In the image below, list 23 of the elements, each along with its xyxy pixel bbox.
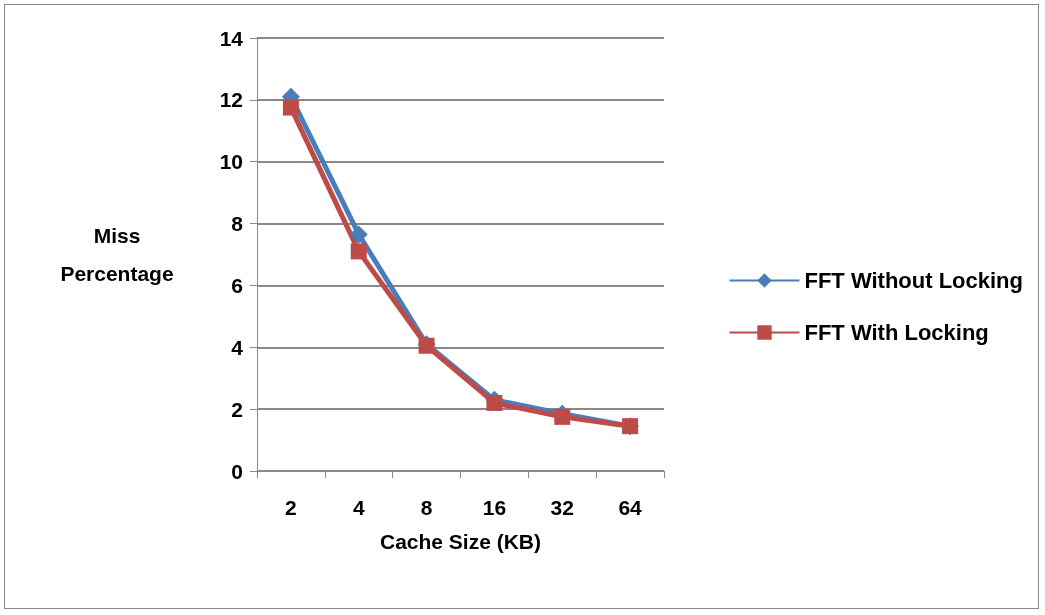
x-tick-label: 4 xyxy=(352,496,365,519)
x-axis-title: Cache Size (KB) xyxy=(379,530,542,553)
y-tick-label: 0 xyxy=(231,459,243,483)
y-axis-title: Miss Percentage xyxy=(60,224,174,285)
y-tick-label: 2 xyxy=(231,397,243,421)
y-tick-label: 4 xyxy=(231,335,244,359)
point xyxy=(554,408,571,425)
point xyxy=(349,225,368,244)
y-tick-label: 8 xyxy=(231,212,244,236)
x-tick-label: 16 xyxy=(482,496,507,519)
point xyxy=(282,99,299,116)
x-tick-label: 32 xyxy=(550,496,574,519)
point xyxy=(350,243,367,260)
legend-label: FFT Without Locking xyxy=(804,268,1023,293)
y-tick-label: 14 xyxy=(219,26,244,50)
y-tick-label: 10 xyxy=(219,150,243,174)
x-tick-label: 2 xyxy=(285,496,297,519)
x-tick-label: 8 xyxy=(420,496,433,519)
legend-label: FFT With Locking xyxy=(804,320,989,345)
y-tick-label: 12 xyxy=(219,88,243,112)
x-tick-label: 64 xyxy=(618,496,643,519)
point xyxy=(486,394,503,411)
y-tick-label: 6 xyxy=(231,273,243,297)
